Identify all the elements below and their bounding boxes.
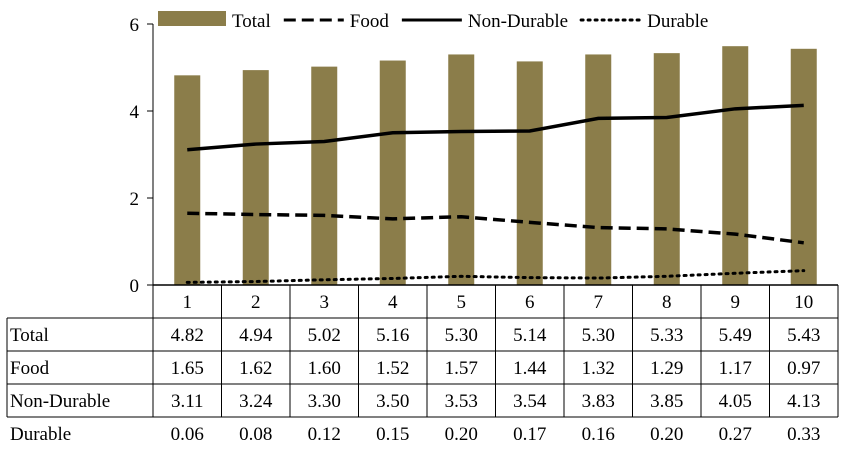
data-label-total: 5.30 xyxy=(445,325,478,346)
data-label-food: 1.17 xyxy=(719,358,752,379)
bar-total xyxy=(653,53,680,285)
data-label-non-durable: 3.53 xyxy=(445,391,478,412)
legend-label-total: Total xyxy=(232,11,271,32)
bar-total xyxy=(242,70,269,285)
data-label-durable: 0.20 xyxy=(445,424,478,445)
legend-label-non-durable: Non-Durable xyxy=(468,11,568,32)
data-label-non-durable: 3.54 xyxy=(513,391,547,412)
data-label-durable: 0.15 xyxy=(376,424,409,445)
data-label-durable: 0.16 xyxy=(582,424,615,445)
series-line-durable xyxy=(185,269,806,284)
data-label-non-durable: 3.30 xyxy=(308,391,341,412)
x-tick-label: 6 xyxy=(525,292,535,313)
x-tick-label: 9 xyxy=(731,292,741,313)
data-label-total: 5.30 xyxy=(582,325,615,346)
data-label-non-durable: 3.11 xyxy=(171,391,204,412)
bar-total xyxy=(722,46,749,286)
series-line-non-durable xyxy=(187,103,804,152)
y-tick-label: 6 xyxy=(130,15,140,36)
data-label-total: 4.82 xyxy=(171,325,204,346)
table-row-label-total: Total xyxy=(10,325,49,346)
x-tick-label: 2 xyxy=(251,292,261,313)
data-label-non-durable: 4.05 xyxy=(719,391,752,412)
bar-total xyxy=(516,61,543,285)
data-label-total: 5.43 xyxy=(787,325,820,346)
bar-total xyxy=(448,54,475,286)
data-label-food: 1.52 xyxy=(376,358,409,379)
data-label-durable: 0.20 xyxy=(650,424,683,445)
y-tick-label: 0 xyxy=(130,276,140,297)
data-label-total: 5.14 xyxy=(513,325,547,346)
x-tick-label: 4 xyxy=(388,292,398,313)
data-label-durable: 0.27 xyxy=(719,424,752,445)
data-label-non-durable: 3.24 xyxy=(239,391,273,412)
bar-total xyxy=(174,75,201,285)
data-label-total: 5.33 xyxy=(650,325,683,346)
series-line-food xyxy=(187,211,804,245)
data-label-durable: 0.08 xyxy=(239,424,272,445)
data-label-non-durable: 3.83 xyxy=(582,391,615,412)
x-tick-label: 7 xyxy=(594,292,604,313)
bar-total xyxy=(379,60,406,285)
bar-total xyxy=(311,66,338,285)
table-row-label-durable: Durable xyxy=(10,424,71,445)
data-label-non-durable: 3.50 xyxy=(376,391,409,412)
data-label-food: 1.65 xyxy=(171,358,204,379)
y-tick-label: 2 xyxy=(130,189,140,210)
data-label-durable: 0.33 xyxy=(787,424,820,445)
x-tick-label: 8 xyxy=(662,292,672,313)
data-label-food: 0.97 xyxy=(787,358,820,379)
data-label-total: 5.49 xyxy=(719,325,752,346)
x-tick-label: 3 xyxy=(320,292,330,313)
x-tick-label: 10 xyxy=(794,292,813,313)
bar-total xyxy=(585,54,612,286)
data-label-non-durable: 4.13 xyxy=(787,391,820,412)
data-label-durable: 0.17 xyxy=(513,424,546,445)
x-tick-label: 1 xyxy=(183,292,193,313)
x-tick-label: 5 xyxy=(457,292,467,313)
data-label-non-durable: 3.85 xyxy=(650,391,683,412)
data-label-total: 5.02 xyxy=(308,325,341,346)
data-label-food: 1.44 xyxy=(513,358,547,379)
data-label-food: 1.57 xyxy=(445,358,478,379)
data-label-food: 1.29 xyxy=(650,358,683,379)
legend-label-food: Food xyxy=(350,11,390,32)
table-row-label-food: Food xyxy=(10,358,50,379)
legend-label-durable: Durable xyxy=(647,11,708,32)
data-label-food: 1.60 xyxy=(308,358,341,379)
data-label-food: 1.32 xyxy=(582,358,615,379)
y-tick-label: 4 xyxy=(130,102,140,123)
table-row-label-non-durable: Non-Durable xyxy=(10,391,110,412)
bar-total xyxy=(790,48,817,285)
data-label-total: 5.16 xyxy=(376,325,409,346)
data-label-total: 4.94 xyxy=(239,325,273,346)
data-label-durable: 0.12 xyxy=(308,424,341,445)
legend-swatch-total xyxy=(158,11,226,26)
data-label-durable: 0.06 xyxy=(171,424,204,445)
data-label-food: 1.62 xyxy=(239,358,272,379)
